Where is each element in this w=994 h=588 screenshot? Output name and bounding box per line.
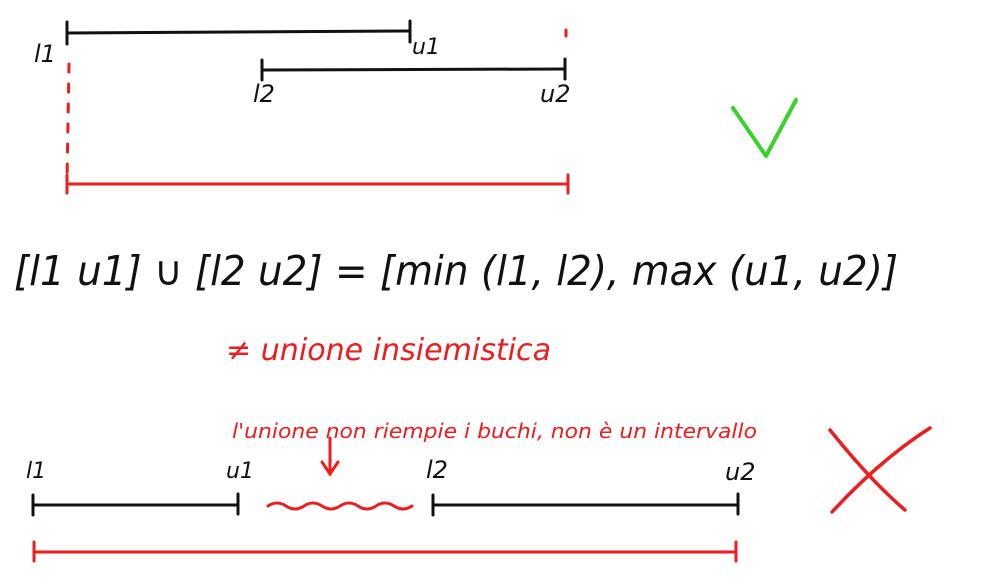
top-label-u2: u2 xyxy=(540,80,570,108)
formula-note: ≠ unione insiemistica xyxy=(226,333,551,368)
gap-squiggle xyxy=(266,501,414,511)
annotation-arrow xyxy=(320,436,340,477)
top-label-u1: u1 xyxy=(412,35,440,60)
bottom-example: l'unione non riempie i buchi, non è un i… xyxy=(26,419,932,563)
bottom-label-u1: u1 xyxy=(226,459,254,484)
bottom-label-u2: u2 xyxy=(725,458,755,486)
bottom-annotation: l'unione non riempie i buchi, non è un i… xyxy=(232,419,757,443)
top-label-l1: l1 xyxy=(34,40,56,68)
cross-icon xyxy=(828,426,932,514)
top-interval2-line xyxy=(260,67,567,72)
check-icon xyxy=(731,98,798,158)
top-label-l2: l2 xyxy=(253,80,275,108)
top-example: l1 u1 l2 u2 ✓ xyxy=(34,19,798,195)
bottom-label-l1: l1 xyxy=(26,459,46,484)
top-interval1-line xyxy=(65,29,412,35)
top-dashed-guide-left xyxy=(65,62,71,184)
bottom-label-l2: l2 xyxy=(426,456,448,484)
formula-text: [l1 u1] ∪ [l2 u2] = [min (l1, l2), max (… xyxy=(14,247,898,295)
formula: [l1 u1] ∪ [l2 u2] = [min (l1, l2), max (… xyxy=(14,247,898,368)
